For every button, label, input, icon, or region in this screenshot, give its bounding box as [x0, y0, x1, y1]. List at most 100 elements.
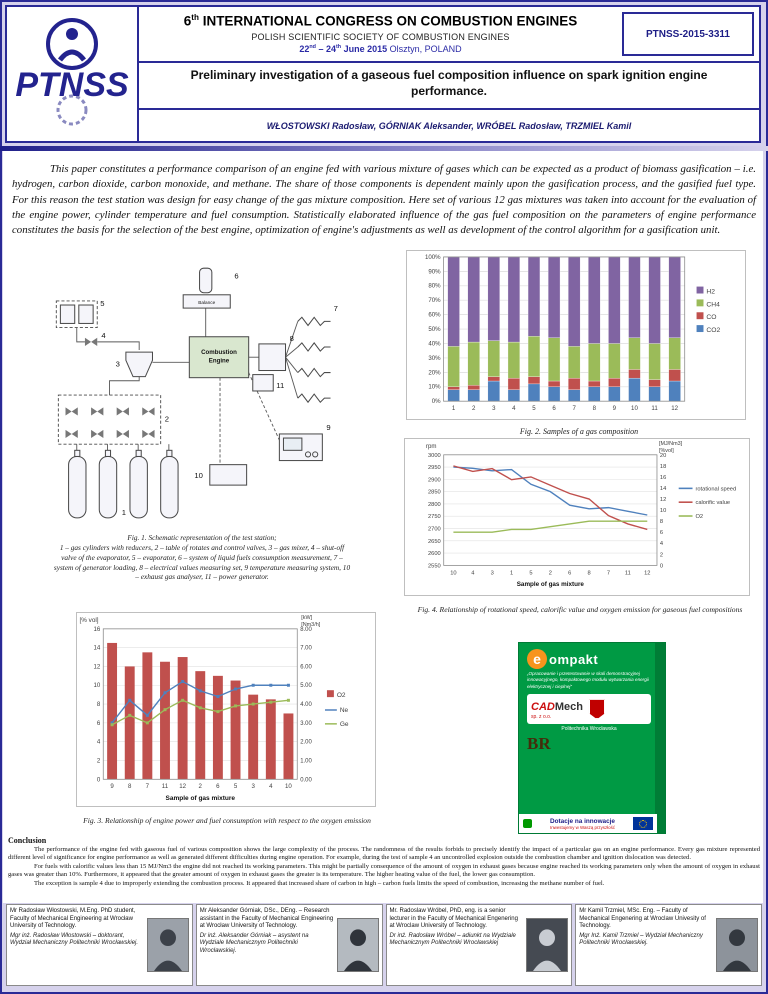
svg-text:12: 12: [671, 405, 678, 412]
fig1-balance-label: Balance: [198, 300, 215, 305]
svg-text:2750: 2750: [428, 514, 441, 520]
svg-text:2: 2: [97, 757, 101, 764]
fig1-schematic: 1 2 3 4 5 6 7 8 9 10 11 Balance Combusti…: [46, 260, 348, 524]
date-line: 22nd – 24th June 2015 Olsztyn, POLAND: [299, 43, 462, 54]
svg-text:8: 8: [593, 405, 597, 412]
author-photo: [526, 918, 569, 972]
sponsor-logos: CADMech sp. z o.o.: [527, 694, 651, 725]
author-bio: Mr Aleksander Górniak, DSc., DEng. – Res…: [199, 908, 334, 954]
conclusion-paragraph-1: The performance of the engine fed with g…: [8, 846, 760, 862]
svg-text:12: 12: [644, 570, 650, 576]
program-subtitle: Inwestujemy w Waszą przyszłość: [550, 824, 615, 830]
ptnss-logo: PTNSS: [7, 7, 139, 141]
svg-text:7.00: 7.00: [300, 646, 312, 652]
fig1-label-6: 6: [234, 271, 238, 280]
svg-text:8.00: 8.00: [300, 627, 312, 633]
fig1-engine-label-1: Combustion: [201, 349, 237, 356]
svg-text:[Nm3/h]: [Nm3/h]: [301, 622, 321, 628]
svg-text:14: 14: [660, 486, 667, 492]
svg-text:8: 8: [128, 783, 132, 790]
svg-text:[MJ/Nm3]: [MJ/Nm3]: [659, 441, 683, 447]
header-divider: [0, 146, 768, 151]
svg-text:2: 2: [472, 405, 476, 412]
cadmech-logo: CADMech sp. z o.o.: [531, 701, 583, 721]
svg-text:3: 3: [491, 570, 494, 576]
fig3-chart: 0 2 4 6 8 10 12 14 16 0.00 1.00 2.00 3.00 4.00 5.00 6.0…: [76, 612, 376, 807]
svg-text:2650: 2650: [428, 539, 441, 545]
svg-text:11: 11: [625, 570, 631, 576]
svg-text:O2: O2: [695, 514, 703, 520]
fig2-caption: Fig. 2. Samples of a gas composition: [519, 427, 639, 436]
svg-text:16: 16: [660, 475, 666, 481]
fig4-chart: 2550260026502700275028002850290029503000…: [404, 438, 750, 596]
author-photo: [336, 918, 379, 972]
figure-3: 0 2 4 6 8 10 12 14 16 0.00 1.00 2.00 3.00 4.00 5.00 6.0…: [76, 612, 378, 826]
svg-text:90%: 90%: [428, 268, 441, 275]
funding-logo-icon: [523, 819, 532, 828]
svg-text:40%: 40%: [428, 340, 441, 347]
svg-text:8: 8: [660, 519, 663, 525]
svg-text:11: 11: [162, 783, 169, 790]
svg-text:20%: 20%: [428, 369, 441, 376]
svg-text:9: 9: [613, 405, 617, 412]
svg-text:O2: O2: [337, 692, 346, 699]
authors-footer: Mr Radosław Włostowski, M.Eng. PhD stude…: [6, 904, 762, 986]
svg-text:100%: 100%: [425, 254, 441, 261]
author-photo: [146, 918, 189, 972]
conclusion-paragraph-3: The exception is sample 4 due to imprope…: [34, 879, 605, 887]
fig1-label-2: 2: [165, 415, 169, 424]
svg-text:10: 10: [285, 783, 292, 790]
conclusion-paragraph-2: For fuels with calorific values less tha…: [8, 862, 760, 879]
fig1-label-9: 9: [326, 423, 330, 432]
fig1-label-5: 5: [100, 299, 104, 308]
authors-line: WŁOSTOWSKI Radosław, GÓRNIAK Aleksander,…: [266, 120, 632, 131]
svg-text:4: 4: [269, 783, 273, 790]
svg-text:2: 2: [549, 570, 552, 576]
brand-e-icon: e: [527, 649, 547, 669]
paper-code: PTNSS-2015-3311: [646, 28, 730, 40]
svg-text:CO: CO: [706, 314, 716, 321]
svg-text:Ge: Ge: [340, 721, 349, 728]
header: PTNSS 6th INTERNATIONAL CONGRESS ON COMB…: [5, 5, 761, 143]
svg-text:30%: 30%: [428, 355, 441, 362]
svg-text:11: 11: [651, 405, 658, 412]
author-bio: Mr Kamil Trzmiel, MSc. Eng. – Faculty of…: [579, 908, 706, 946]
fig1-label-11: 11: [276, 381, 284, 390]
svg-text:0%: 0%: [432, 398, 441, 405]
svg-text:2550: 2550: [428, 563, 441, 569]
author-bio: Mr. Radoslaw Wróbel, PhD, eng. is a seni…: [389, 908, 518, 946]
fig1-label-10: 10: [194, 471, 203, 480]
svg-text:6: 6: [97, 720, 101, 727]
sponsor-panel: e ompakt „Opracowanie i przetestowanie w …: [518, 642, 666, 834]
politechnika-crest-icon: [588, 699, 605, 720]
svg-text:8: 8: [588, 570, 591, 576]
svg-text:2700: 2700: [428, 526, 441, 532]
svg-text:[%vol]: [%vol]: [659, 448, 674, 454]
svg-text:80%: 80%: [428, 283, 441, 290]
author-card: Mr Aleksander Górniak, DSc., DEng. – Res…: [195, 904, 383, 986]
svg-text:6: 6: [552, 405, 556, 412]
svg-text:3.00: 3.00: [300, 721, 312, 727]
svg-text:4: 4: [97, 739, 101, 746]
svg-text:6: 6: [660, 530, 663, 536]
fig1-engine-label-2: Engine: [209, 357, 230, 364]
conclusion-heading: Conclusion: [8, 836, 47, 845]
author-photo: [716, 918, 758, 972]
svg-text:12: 12: [93, 663, 100, 670]
fig1-label-7: 7: [334, 304, 338, 313]
author-card: Mr. Radoslaw Wróbel, PhD, eng. is a seni…: [385, 904, 573, 986]
svg-text:4.00: 4.00: [300, 702, 312, 708]
svg-text:0: 0: [97, 776, 101, 783]
svg-text:2950: 2950: [428, 465, 441, 471]
svg-text:Sample of gas mixture: Sample of gas mixture: [517, 581, 585, 588]
svg-text:5: 5: [529, 570, 532, 576]
ptnss-logo-text: PTNSS: [15, 66, 129, 104]
svg-text:7: 7: [572, 405, 576, 412]
svg-text:5: 5: [532, 405, 536, 412]
svg-text:16: 16: [93, 626, 100, 633]
fig1-label-4: 4: [101, 331, 106, 340]
svg-text:0.00: 0.00: [300, 777, 312, 783]
paper-code-box: PTNSS-2015-3311: [622, 12, 754, 56]
figure-1: 1 2 3 4 5 6 7 8 9 10 11 Balance Combusti…: [46, 260, 358, 582]
svg-text:10%: 10%: [428, 384, 441, 391]
